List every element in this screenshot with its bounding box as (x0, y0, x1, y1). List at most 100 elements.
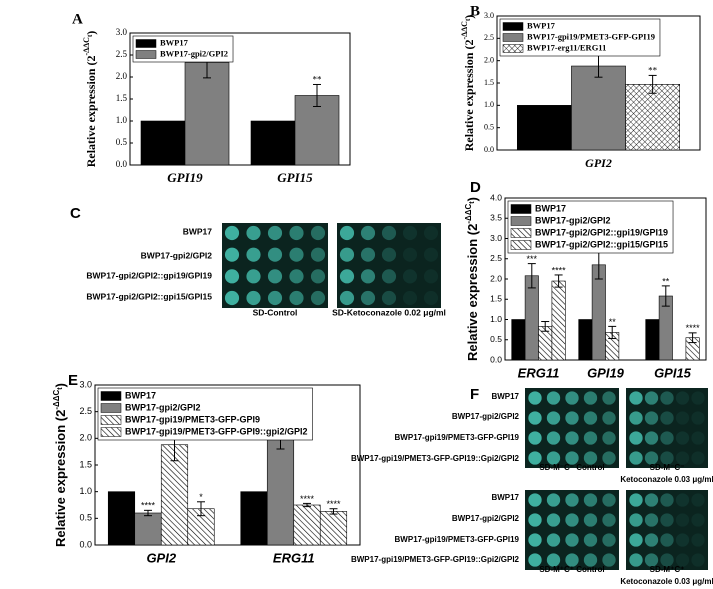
panel-letter: E (68, 372, 78, 389)
panel-letter: F (470, 386, 479, 403)
legend-swatch (510, 216, 532, 226)
spot (660, 493, 674, 507)
y-tick-label: 1.0 (490, 314, 502, 324)
strain-label: BWP17-gpi2/GPI2 (452, 514, 520, 523)
spot (310, 269, 326, 284)
significance-label: **** (141, 501, 156, 511)
plate-caption: SD-M⁻C⁻ (650, 463, 685, 472)
spot (644, 451, 659, 465)
y-tick-label: 2.0 (490, 273, 502, 283)
spot (660, 391, 674, 405)
spot (546, 451, 561, 465)
error-bar (313, 83, 321, 107)
y-tick-label: 0.5 (490, 334, 502, 344)
spot (546, 431, 561, 445)
bar (511, 319, 526, 361)
spot (691, 513, 705, 527)
spot (644, 553, 659, 567)
spot (339, 269, 355, 284)
spot (675, 513, 690, 527)
y-tick-label: 2.5 (484, 33, 494, 42)
y-tick-label: 3.0 (116, 27, 128, 37)
legend-label: BWP17-gpi2/GPI2 (125, 402, 201, 412)
legend-label: BWP17-gpi2/GPI2::gpi19/GPI19 (535, 227, 668, 237)
y-axis-label-part: -ΔΔC (460, 21, 469, 40)
bar (107, 491, 136, 546)
spot (565, 553, 579, 567)
error-bar (541, 321, 550, 332)
significance-label: * (199, 492, 203, 502)
spot (565, 451, 579, 465)
spot (602, 553, 616, 567)
legend-label: BWP17-gpi19/PMET3-GFP-GPI9::gpi2/GPI2 (125, 426, 308, 436)
spot (289, 225, 304, 241)
legend: BWP17 BWP17-gpi2/GPI2 BWP17-gpi19/PMET3-GF… (97, 387, 313, 441)
y-axis-label-part: ) (462, 15, 476, 19)
spot (691, 391, 705, 405)
spot (565, 391, 579, 405)
y-tick-label: 0.5 (484, 122, 494, 131)
spot (339, 290, 355, 306)
error-bar (648, 74, 657, 94)
spot (402, 269, 418, 284)
spot (402, 225, 418, 241)
y-axis-label-part: ) (465, 197, 480, 201)
legend-swatch (100, 403, 122, 413)
spot (602, 533, 616, 547)
spot (644, 431, 659, 445)
spot (423, 247, 439, 262)
spot (629, 391, 643, 405)
significance-label: *** (527, 254, 538, 264)
spot (691, 493, 705, 507)
spot (381, 247, 397, 262)
spot (267, 225, 283, 241)
spot (565, 533, 579, 547)
spot (675, 553, 690, 567)
x-tick-label: GPI19 (167, 170, 203, 185)
spot (246, 290, 261, 306)
x-tick-label: GPI15 (654, 365, 692, 380)
strain-label: BWP17-gpi19/PMET3-GFP-GPI19 (395, 433, 520, 442)
spot (528, 391, 542, 405)
y-axis-label-part: -ΔΔC (82, 37, 91, 56)
spot (310, 290, 326, 306)
spot (583, 391, 598, 405)
panel: B 0.0 0.5 1.0 1.5 2.0 2.5 3.0 Relative expressio… (460, 3, 701, 170)
spot (602, 411, 616, 425)
legend-swatch (502, 22, 524, 31)
spot (528, 431, 542, 445)
spot (339, 225, 355, 241)
spot (360, 269, 376, 284)
y-tick-label: 1.0 (116, 115, 128, 125)
spot (565, 431, 579, 445)
legend-label: BWP17 (535, 203, 566, 213)
spot (691, 431, 705, 445)
y-tick-label: 0.0 (490, 354, 502, 364)
y-axis-label: Relative expression (2-ΔΔCt) (460, 15, 476, 152)
spot (629, 533, 643, 547)
bar (551, 280, 566, 361)
y-tick-label: 1.5 (116, 93, 128, 103)
y-tick-label: 2.0 (79, 433, 92, 443)
spot (629, 493, 643, 507)
legend-frame (97, 387, 313, 441)
panel: D 0.0 0.5 1.0 1.5 2.0 2.5 3.0 3.5 4.0 Relative exp… (464, 179, 707, 380)
spot (629, 451, 643, 465)
error-bar (661, 285, 670, 307)
spot (691, 553, 705, 567)
y-axis-label-part: ) (53, 383, 68, 387)
legend-label: BWP17-gpi2/GPI2 (535, 215, 611, 225)
legend-swatch (510, 240, 532, 250)
spot (423, 269, 439, 284)
legend-swatch (510, 204, 532, 214)
spot (267, 290, 283, 306)
spot (583, 431, 598, 445)
bar (516, 105, 572, 151)
y-tick-label: 3.5 (490, 213, 502, 223)
significance-label: ** (609, 317, 617, 327)
spot (360, 225, 376, 241)
spot (546, 391, 561, 405)
bar (293, 504, 321, 546)
strain-label: BWP17 (491, 392, 519, 401)
